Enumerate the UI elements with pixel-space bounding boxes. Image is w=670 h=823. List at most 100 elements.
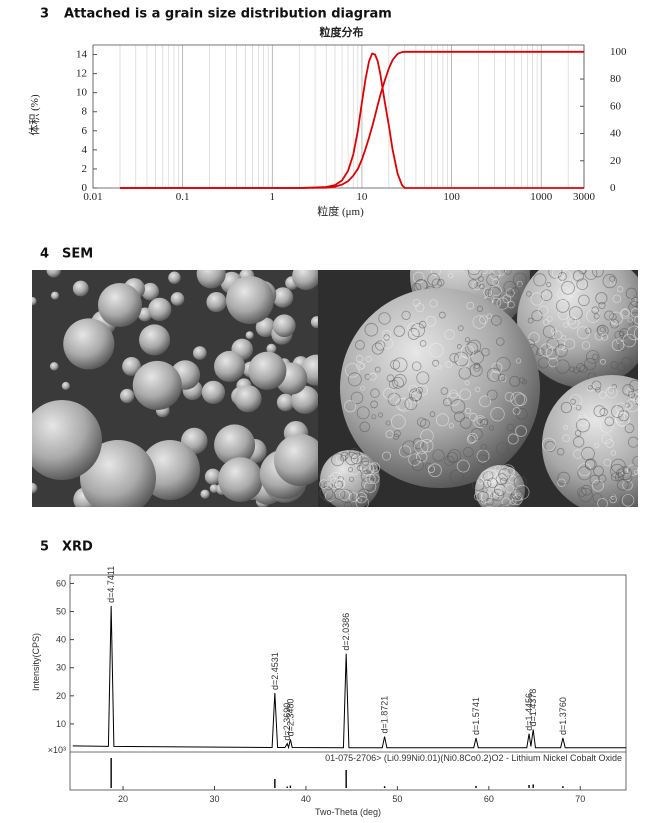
grain-texture [586, 383, 595, 392]
grain-texture [528, 332, 540, 344]
grain-texture [435, 413, 450, 427]
particle [276, 393, 295, 412]
grain-texture [637, 490, 638, 494]
grain-texture [564, 338, 576, 350]
grain-texture [488, 229, 500, 241]
grain-texture [557, 478, 566, 488]
grain-texture [633, 397, 638, 404]
grain-texture [568, 317, 580, 329]
grain-texture [340, 451, 349, 460]
grain-texture [448, 389, 458, 399]
grain-texture [544, 440, 556, 453]
y-tick-label: 30 [56, 663, 66, 673]
grain-texture [480, 241, 494, 255]
particle [119, 388, 135, 404]
x-tick-label: 40 [301, 794, 311, 804]
grain-texture [569, 366, 575, 373]
grain-texture [407, 327, 420, 340]
grain-texture [386, 374, 395, 383]
grain-texture [598, 301, 606, 310]
grain-texture [609, 494, 616, 501]
grain-texture [646, 429, 650, 433]
grain-texture [538, 305, 549, 316]
grain-texture [577, 414, 589, 426]
grain-texture [627, 317, 633, 323]
grain-texture [479, 283, 485, 290]
grain-texture [468, 279, 478, 289]
grain-texture [599, 419, 614, 433]
grain-texture [599, 391, 607, 399]
grain-texture [460, 232, 466, 238]
grain-texture [357, 497, 362, 503]
section-title: SEM [62, 247, 93, 262]
grain-texture [660, 470, 667, 477]
grain-texture [609, 275, 616, 282]
grain-texture [327, 474, 336, 484]
y-tick-label: 4 [82, 144, 88, 156]
grain-texture [575, 404, 582, 411]
grain-texture [629, 392, 638, 402]
grain-texture [499, 375, 507, 383]
grain-texture [609, 313, 617, 321]
grain-texture [421, 247, 431, 257]
grain-texture [456, 344, 462, 349]
section-number: 3 [40, 7, 49, 22]
grain-texture [576, 278, 589, 290]
grain-texture [440, 387, 449, 395]
grain-texture [541, 437, 556, 452]
grain-texture [610, 450, 617, 456]
grain-texture [663, 460, 669, 466]
grain-texture [506, 423, 515, 432]
grain-texture [467, 270, 481, 276]
chart-title: 粒度分布 [320, 25, 364, 39]
particle [292, 270, 318, 291]
grain-texture [624, 423, 635, 434]
y2-tick-label: 20 [610, 155, 622, 167]
grain-texture [566, 315, 577, 325]
grain-texture [627, 464, 638, 476]
reference-label: 01-075-2706> (Li0.99Ni0.01)(Ni0.8Co0.2)O… [325, 753, 622, 763]
x-tick-label: 1 [270, 191, 276, 203]
grain-texture [515, 408, 528, 420]
grain-texture [573, 436, 585, 448]
grain-texture [481, 499, 487, 505]
grain-texture [467, 239, 477, 249]
grain-texture [458, 325, 464, 331]
grain-texture [605, 439, 614, 448]
grain-texture [618, 410, 630, 422]
peak-label: d=1.5741 [471, 697, 481, 735]
peak-label: d=1.3760 [558, 697, 568, 735]
grain-texture [512, 272, 527, 287]
grain-texture [654, 450, 664, 460]
grain-texture [473, 415, 487, 429]
grain-texture [429, 299, 438, 308]
y2-tick-label: 40 [610, 128, 622, 140]
x-tick-label: 0.1 [176, 191, 190, 203]
particle [255, 317, 276, 338]
grain-texture [354, 340, 365, 350]
grain-texture [398, 445, 412, 458]
grain-texture [408, 388, 422, 402]
peak-label: d=2.3690 [282, 703, 292, 741]
grain-texture [465, 341, 479, 355]
grain-texture [510, 391, 526, 407]
grain-texture [622, 333, 637, 348]
grain-texture [416, 386, 423, 394]
grain-texture [491, 362, 503, 374]
grain-texture [331, 453, 344, 467]
grain-texture [385, 430, 394, 439]
grain-texture [642, 489, 650, 497]
grain-texture [634, 315, 638, 325]
grain-texture [592, 479, 604, 492]
particle [204, 468, 221, 485]
grain-texture [480, 270, 488, 275]
grain-texture [603, 458, 612, 467]
grain-texture [548, 270, 563, 279]
y2-tick-label: 100 [610, 46, 627, 58]
grain-texture [420, 429, 434, 443]
grain-texture [492, 234, 506, 248]
grain-texture [414, 440, 429, 455]
grain-texture [461, 231, 471, 241]
grain-texture [378, 412, 384, 418]
grain-texture [345, 363, 360, 378]
